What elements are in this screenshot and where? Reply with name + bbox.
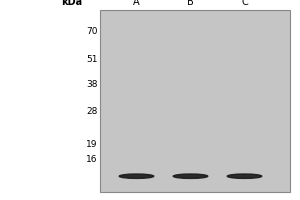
Ellipse shape [173,174,208,178]
Text: 16: 16 [86,155,98,164]
Text: A: A [133,0,140,7]
Bar [100,10,290,192]
Text: 51: 51 [86,55,98,64]
Ellipse shape [119,174,154,178]
Text: kDa: kDa [61,0,82,7]
Ellipse shape [227,174,262,178]
Text: 19: 19 [86,140,98,149]
Text: 38: 38 [86,80,98,89]
Text: 28: 28 [86,107,98,116]
Text: C: C [241,0,248,7]
Text: B: B [187,0,194,7]
Text: 70: 70 [86,27,98,36]
